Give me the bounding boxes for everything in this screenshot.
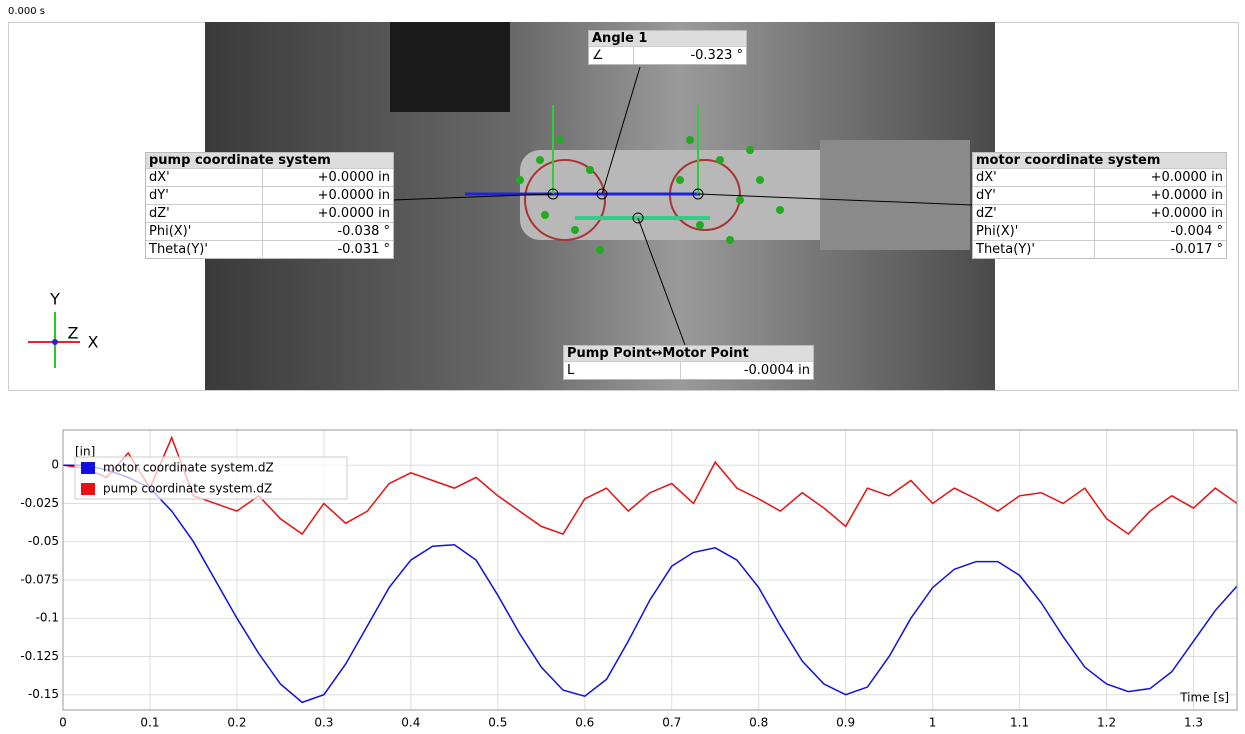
marker-ring	[524, 159, 606, 241]
box-row: dZ' +0.0000 in	[973, 204, 1226, 222]
y-tick-label: 0	[51, 458, 59, 472]
info-box: motor coordinate system dX' +0.0000 in dY' +…	[972, 152, 1227, 259]
x-tick-label: 0.2	[227, 716, 246, 730]
row-label: dY'	[146, 187, 263, 204]
box-row: dZ' +0.0000 in	[146, 204, 393, 222]
box-row: dY' +0.0000 in	[146, 186, 393, 204]
row-value: -0.017 °	[1170, 242, 1223, 257]
y-tick-label: -0.025	[20, 496, 59, 510]
x-tick-label: 1.1	[1010, 716, 1029, 730]
row-label: ∠	[589, 47, 634, 64]
legend-box	[74, 456, 348, 500]
x-tick-label: 0.6	[575, 716, 594, 730]
row-label: dX'	[146, 169, 263, 186]
box-row: Theta(Y)' -0.031 °	[146, 240, 393, 258]
x-tick-label: 1.2	[1097, 716, 1116, 730]
legend-label: pump coordinate system.dZ	[103, 482, 272, 496]
x-tick-label: 0.7	[662, 716, 681, 730]
box-row: dX' +0.0000 in	[146, 168, 393, 186]
info-box: pump coordinate system dX' +0.0000 in dY' +0…	[145, 152, 394, 259]
x-tick-label: 0.8	[749, 716, 768, 730]
row-value: +0.0000 in	[317, 206, 390, 221]
box-row: dY' +0.0000 in	[973, 186, 1226, 204]
timestamp: 0.000 s	[8, 6, 46, 17]
row-label: dZ'	[973, 205, 1095, 222]
legend-swatch	[81, 483, 95, 495]
box-title: motor coordinate system	[973, 153, 1226, 168]
box-row: dX' +0.0000 in	[973, 168, 1226, 186]
x-tick-label: 1	[929, 716, 937, 730]
row-value: +0.0000 in	[1150, 170, 1223, 185]
y-tick-label: -0.15	[28, 687, 59, 701]
box-row: ∠ -0.323 °	[589, 46, 746, 64]
y-tick-label: -0.125	[20, 649, 59, 663]
row-value: +0.0000 in	[317, 188, 390, 203]
row-label: Phi(X)'	[146, 223, 263, 240]
box-title: Pump Point↔Motor Point	[564, 346, 813, 361]
box-row: Phi(X)' -0.038 °	[146, 222, 393, 240]
row-label: dX'	[973, 169, 1095, 186]
y-tick-label: -0.075	[20, 572, 59, 586]
box-row: L -0.0004 in	[564, 361, 813, 379]
x-axis-label: Time [s]	[1179, 691, 1229, 705]
marker-points	[516, 136, 784, 254]
row-label: Theta(Y)'	[973, 241, 1095, 258]
x-tick-label: 0.5	[488, 716, 507, 730]
y-tick-label: -0.1	[36, 611, 59, 625]
image-detail	[390, 22, 510, 112]
info-box: Angle 1 ∠ -0.323 °	[588, 30, 747, 65]
x-tick-label: 0.4	[401, 716, 420, 730]
row-value: -0.004 °	[1170, 224, 1223, 239]
legend-label: motor coordinate system.dZ	[103, 461, 274, 475]
image-detail	[820, 140, 970, 250]
box-title: Angle 1	[589, 31, 746, 46]
row-value: +0.0000 in	[317, 170, 390, 185]
row-label: Phi(X)'	[973, 223, 1095, 240]
plot-frame	[62, 429, 1238, 711]
triad-x-label: X	[88, 333, 99, 352]
x-tick-label: 0.1	[140, 716, 159, 730]
x-tick-label: 0.3	[314, 716, 333, 730]
row-value: +0.0000 in	[1150, 206, 1223, 221]
row-value: -0.323 °	[690, 48, 743, 63]
row-value: -0.031 °	[337, 242, 390, 257]
y-axis-label: [in]	[75, 445, 95, 459]
leader-lines	[391, 66, 973, 346]
info-box: Pump Point↔Motor Point L -0.0004 in	[563, 345, 814, 380]
row-label: dY'	[973, 187, 1095, 204]
x-tick-label: 1.3	[1184, 716, 1203, 730]
row-label: Theta(Y)'	[146, 241, 263, 258]
triad-z	[52, 339, 58, 345]
x-tick-label: 0.9	[836, 716, 855, 730]
row-label: dZ'	[146, 205, 263, 222]
triad-y-label: Y	[49, 290, 60, 309]
row-value: +0.0000 in	[1150, 188, 1223, 203]
chart: 0 -0.025 -0.05 -0.075 -0.1 -0.125 -0.15 0 0.1 0.2…	[20, 429, 1238, 730]
x-tick-label: 0	[59, 716, 67, 730]
box-row: Phi(X)' -0.004 °	[973, 222, 1226, 240]
y-tick-label: -0.05	[28, 534, 59, 548]
row-label: L	[564, 362, 681, 379]
legend: motor coordinate system.dZ pump coordinat…	[74, 456, 348, 500]
legend-swatch	[81, 462, 95, 474]
triad-z-label: Z	[68, 324, 79, 343]
box-row: Theta(Y)' -0.017 °	[973, 240, 1226, 258]
row-value: -0.038 °	[337, 224, 390, 239]
series-line	[63, 464, 1238, 704]
box-title: pump coordinate system	[146, 153, 393, 168]
row-value: -0.0004 in	[743, 363, 810, 378]
